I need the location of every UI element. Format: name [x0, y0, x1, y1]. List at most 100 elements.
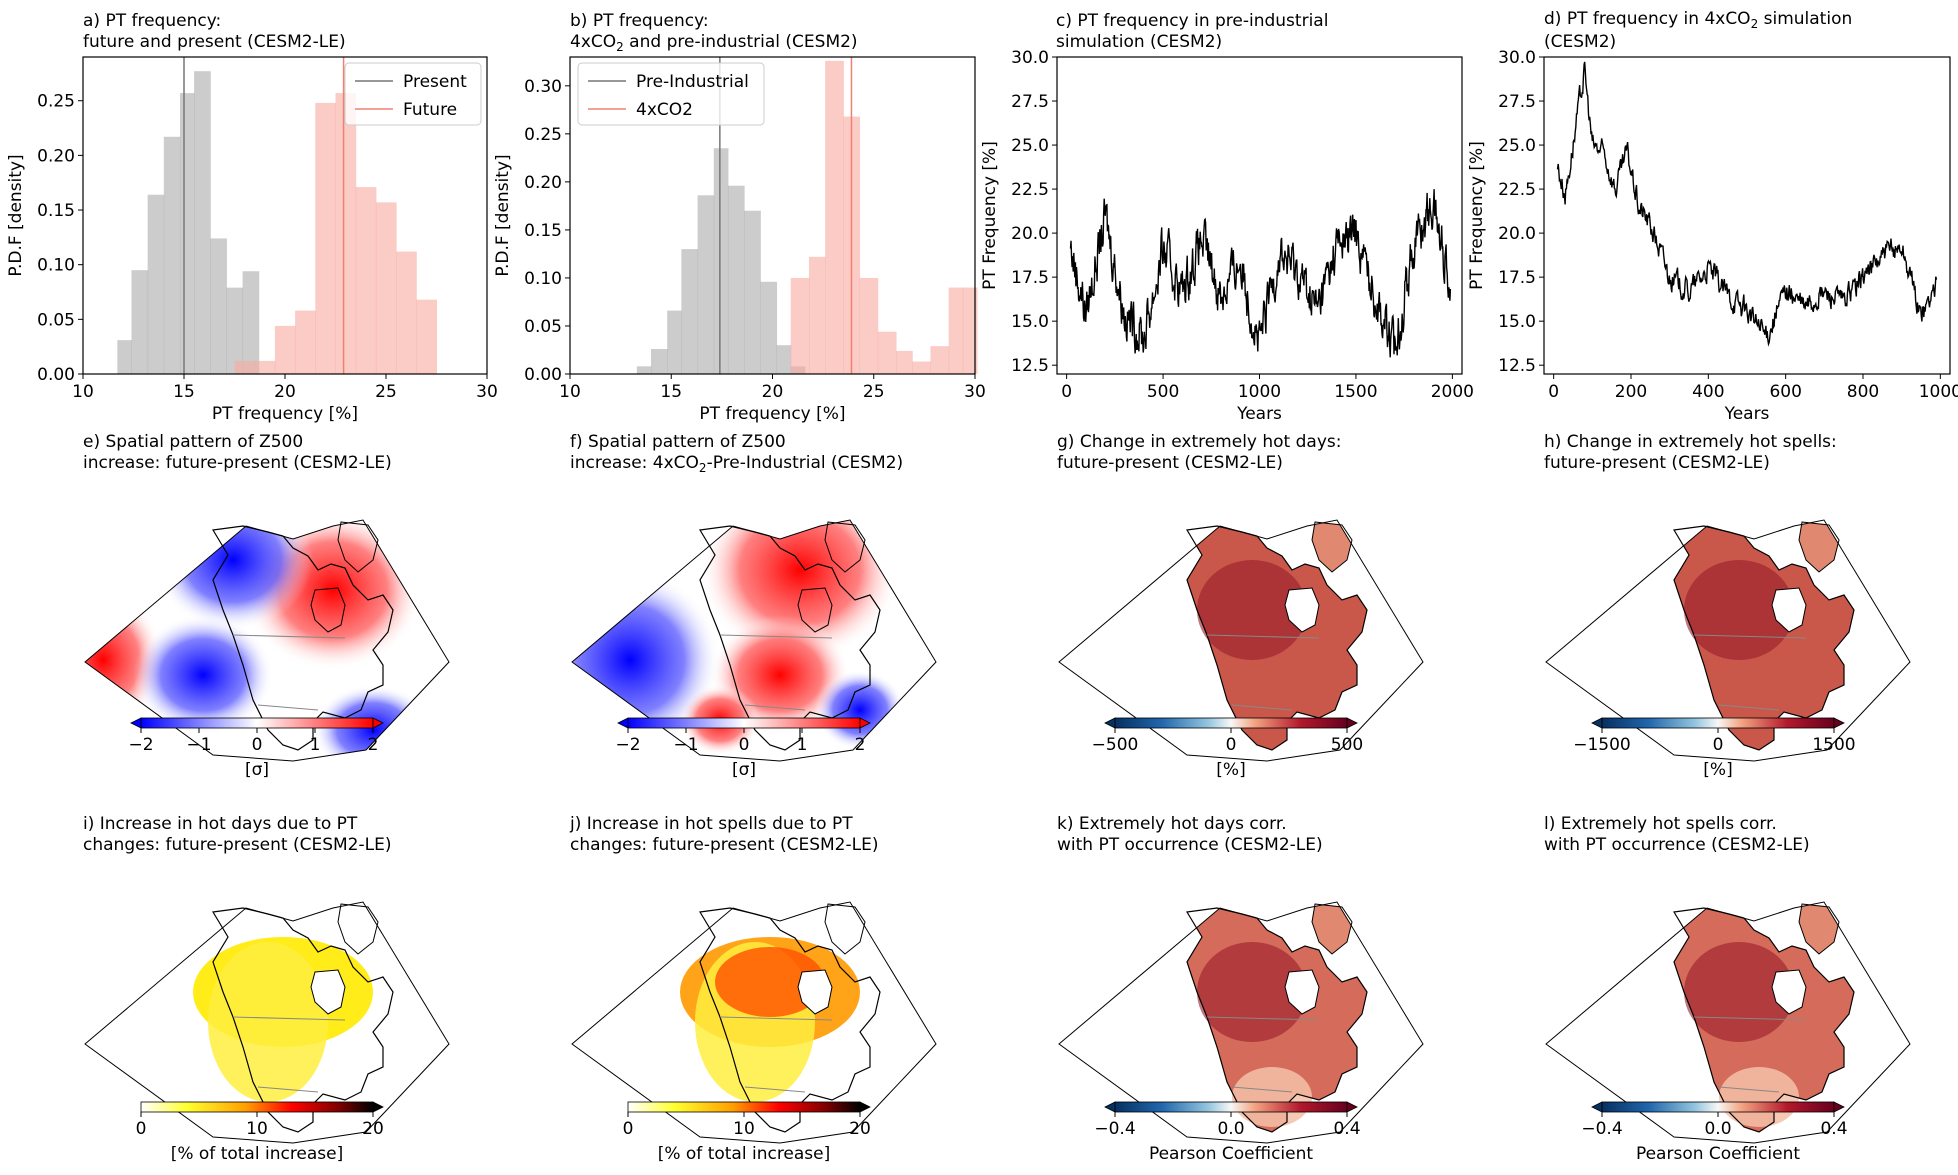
colorbar-tick-label: 10 [733, 1119, 755, 1139]
y-tick-label: 27.5 [1011, 92, 1049, 112]
colorbar-tick-label: 0.4 [1333, 1119, 1360, 1139]
greenland-fill [1799, 904, 1839, 954]
panel-title-line2: changes: future-present (CESM2-LE) [83, 835, 391, 855]
timeseries-panel-d: 0 200 400 600 800 1000 12.5 15.0 17.5 20.0 22.5 25.… [1467, 9, 1958, 424]
coastline [212, 907, 394, 1133]
legend-label: 4xCO2 [636, 100, 693, 120]
panel-title-line2: (CESM2) [1544, 32, 1616, 52]
colorbar-tick-label: 0 [136, 1119, 147, 1139]
coastline [1186, 907, 1368, 1133]
border-line [1231, 704, 1293, 711]
coastline [699, 525, 881, 751]
colorbar: 0 10 20 [% of total increase] [623, 1101, 871, 1164]
coastline [824, 903, 866, 955]
histogram-bar [375, 202, 397, 374]
colorbar-extend-high [1833, 1101, 1845, 1113]
x-tick-label: 2000 [1431, 382, 1474, 402]
colorbar-extend-high [1346, 1101, 1358, 1113]
panel-title-line1: l) Extremely hot spells corr. [1544, 814, 1777, 834]
panel-title-line1: k) Extremely hot days corr. [1057, 814, 1287, 834]
greenland-fill [1312, 904, 1352, 954]
y-tick-label: 0.30 [524, 77, 562, 97]
colorbar-gradient [1601, 1101, 1835, 1113]
x-tick-label: 1000 [1238, 382, 1281, 402]
map-frame [571, 519, 937, 762]
colorbar-tick-label: −1500 [1573, 735, 1631, 755]
panel-title-line1: a) PT frequency: [83, 11, 221, 31]
map-panel-l: l) Extremely hot spells corr.with PT occ… [1544, 814, 1911, 1164]
colorbar-extend-high [1833, 717, 1845, 729]
border-line [1206, 634, 1320, 639]
panel-title-line2: with PT occurrence (CESM2-LE) [1057, 835, 1323, 855]
panel-title-line2: increase: future-present (CESM2-LE) [83, 453, 392, 473]
x-tick-label: 10 [559, 382, 581, 402]
legend-label: Present [403, 72, 467, 92]
border-line [1718, 704, 1780, 711]
map-frame [1058, 901, 1424, 1144]
x-axis-label: PT frequency [%] [699, 404, 845, 424]
series-line [1069, 189, 1452, 358]
colorbar-tick-label: −2 [128, 735, 153, 755]
y-tick-label: 0.15 [37, 201, 75, 221]
coastline [1186, 525, 1368, 751]
histogram-bar [274, 325, 296, 374]
colorbar-tick-label: 0 [252, 735, 263, 755]
histogram-bar [147, 194, 165, 374]
colorbar-extend-low [1591, 717, 1603, 729]
y-tick-label: 0.05 [37, 310, 75, 330]
histogram-bar [727, 185, 745, 374]
colorbar-tick-label: 500 [1331, 735, 1363, 755]
histogram-bar [396, 251, 417, 374]
histogram-bar [163, 136, 181, 374]
anomaly-blob [85, 590, 163, 730]
coastline [1771, 969, 1807, 1015]
y-tick-label: 30.0 [1498, 48, 1536, 68]
coastline [797, 969, 833, 1015]
hudson-bay [1772, 588, 1806, 632]
colorbar-tick-label: 0 [1226, 735, 1237, 755]
y-tick-label: 25.0 [1498, 136, 1536, 156]
anomaly-blob [153, 520, 313, 630]
colorbar-extend-low [130, 717, 142, 729]
colorbar-tick-label: 0 [1713, 735, 1724, 755]
colorbar-tick-label: 1 [797, 735, 808, 755]
legend: Present Future [344, 62, 482, 126]
colorbar-extend-low [1591, 1101, 1603, 1113]
map-panel-h: h) Change in extremely hot spells:future… [1544, 432, 1911, 780]
colorbar-label: [%] [1216, 760, 1245, 780]
colorbar-tick-label: 0.0 [1217, 1119, 1244, 1139]
colorbar-tick-label: 1500 [1812, 735, 1855, 755]
border-line [719, 1016, 833, 1021]
colorbar-tick-label: 0.0 [1704, 1119, 1731, 1139]
colorbar-gradient [627, 1101, 861, 1113]
histogram-panel-b: 10 15 20 25 30 0.00 0.05 0.10 0.15 0.20 0.25 0.30 PT… [493, 11, 986, 424]
x-tick-label: 10 [72, 382, 94, 402]
histogram-bar [355, 187, 377, 374]
x-axis-label: PT frequency [%] [212, 404, 358, 424]
histogram-bar [179, 93, 195, 374]
border-line [744, 704, 806, 711]
panel-title-line2: 4xCO2 and pre-industrial (CESM2) [570, 32, 858, 54]
colorbar: −500 0 500 [%] [1092, 717, 1363, 780]
y-axis-label: PT Frequency [%] [980, 141, 1000, 290]
map-frame [1545, 519, 1911, 762]
histogram-bar [948, 287, 964, 374]
y-tick-label: 12.5 [1498, 356, 1536, 376]
x-tick-label: 20 [274, 382, 296, 402]
colorbar: −2 −1 0 1 2 [σ] [128, 717, 384, 780]
colorbar-label: [σ] [732, 760, 756, 780]
x-tick-label: 800 [1847, 382, 1879, 402]
histogram-bar [667, 310, 682, 374]
y-tick-label: 15.0 [1011, 312, 1049, 332]
x-tick-label: 15 [173, 382, 195, 402]
border-line [719, 634, 833, 639]
panel-title-line1: j) Increase in hot spells due to PT [569, 814, 853, 834]
x-tick-label: 25 [863, 382, 885, 402]
coastline [310, 587, 346, 633]
colorbar-extend-high [859, 717, 871, 729]
panel-title-line2: changes: future-present (CESM2-LE) [570, 835, 878, 855]
map-frame [84, 519, 450, 762]
colorbar-gradient [1114, 717, 1348, 729]
